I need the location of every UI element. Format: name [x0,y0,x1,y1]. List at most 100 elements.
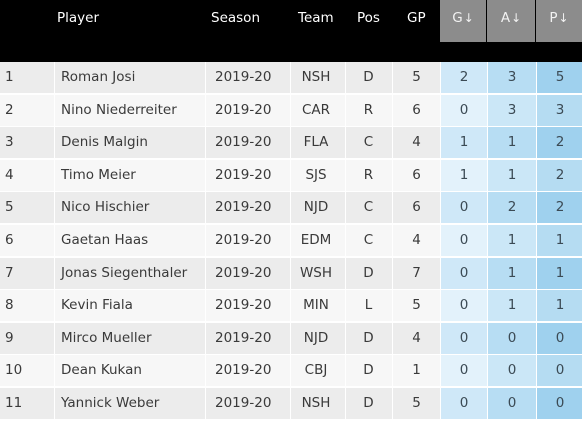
goals-cell: 0 [440,192,487,223]
games-played-cell: 7 [392,258,440,289]
rank-cell: 1 [5,69,14,85]
team-cell: SJS [290,160,341,191]
season-cell: 2019-20 [205,160,295,191]
player-name-cell: Gaetan Haas [54,225,211,256]
column-header-points[interactable]: P↓ [536,0,582,42]
team-cell: FLA [290,127,341,158]
player-name-cell: Dean Kukan [54,355,211,386]
assists-cell: 1 [487,290,536,321]
rank-cell: 3 [5,134,14,150]
team-cell: MIN [290,290,341,321]
assists-cell: 0 [487,323,536,354]
team-cell: NJD [290,323,341,354]
table-row[interactable]: 6 Gaetan Haas 2019-20 EDM C 4 0 1 1 [0,225,582,257]
table-row[interactable]: 2 Nino Niederreiter 2019-20 CAR R 6 0 3 3 [0,95,582,127]
column-header-season[interactable]: Season [211,10,260,26]
table-row[interactable]: 7 Jonas Siegenthaler 2019-20 WSH D 7 0 1 1 [0,258,582,290]
assists-header-label: A [500,10,511,26]
position-cell: D [345,258,391,289]
table-row[interactable]: 9 Mirco Mueller 2019-20 NJD D 4 0 0 0 [0,323,582,355]
column-header-gp[interactable]: GP [407,10,426,26]
rank-cell: 6 [5,232,14,248]
games-played-cell: 4 [392,323,440,354]
rank-cell: 8 [5,297,14,313]
rank-cell: 7 [5,265,14,281]
goals-cell: 1 [440,160,487,191]
rank-cell: 2 [5,102,14,118]
position-cell: C [345,127,391,158]
season-cell: 2019-20 [205,258,295,289]
table-row[interactable]: 3 Denis Malgin 2019-20 FLA C 4 1 1 2 [0,127,582,159]
position-cell: C [345,225,391,256]
goals-cell: 0 [440,225,487,256]
games-played-cell: 4 [392,127,440,158]
column-header-goals[interactable]: G↓ [440,0,486,42]
team-cell: EDM [290,225,341,256]
table-header: Player Season Team Pos GP G↓ A↓ P↓ [0,0,582,62]
column-header-player[interactable]: Player [57,10,100,26]
assists-cell: 0 [487,388,536,419]
player-name-cell: Nino Niederreiter [54,95,211,126]
games-played-cell: 6 [392,95,440,126]
column-header-pos[interactable]: Pos [357,10,380,26]
games-played-cell: 5 [392,62,440,93]
team-cell: CAR [290,95,341,126]
points-cell: 2 [536,192,582,223]
rank-cell: 9 [5,330,14,346]
games-played-cell: 4 [392,225,440,256]
table-row[interactable]: 10 Dean Kukan 2019-20 CBJ D 1 0 0 0 [0,355,582,387]
position-cell: R [345,160,391,191]
position-cell: R [345,95,391,126]
goals-cell: 0 [440,388,487,419]
team-cell: NSH [290,62,341,93]
position-cell: C [345,192,391,223]
player-name-cell: Nico Hischier [54,192,211,223]
goals-cell: 0 [440,95,487,126]
player-name-cell: Kevin Fiala [54,290,211,321]
assists-cell: 3 [487,62,536,93]
assists-cell: 1 [487,225,536,256]
position-cell: L [345,290,391,321]
season-cell: 2019-20 [205,62,295,93]
goals-header-label: G [452,10,463,26]
games-played-cell: 1 [392,355,440,386]
player-name-cell: Roman Josi [54,62,211,93]
points-cell: 0 [536,323,582,354]
player-name-cell: Timo Meier [54,160,211,191]
assists-cell: 2 [487,192,536,223]
points-cell: 5 [536,62,582,93]
table-row[interactable]: 11 Yannick Weber 2019-20 NSH D 5 0 0 0 [0,388,582,420]
position-cell: D [345,388,391,419]
column-header-assists[interactable]: A↓ [487,0,535,42]
goals-cell: 0 [440,355,487,386]
games-played-cell: 5 [392,388,440,419]
sort-arrow-icon: ↓ [511,11,522,25]
rank-cell: 4 [5,167,14,183]
season-cell: 2019-20 [205,95,295,126]
points-cell: 1 [536,290,582,321]
points-cell: 2 [536,127,582,158]
table-row[interactable]: 4 Timo Meier 2019-20 SJS R 6 1 1 2 [0,160,582,192]
column-header-team[interactable]: Team [298,10,334,26]
assists-cell: 1 [487,127,536,158]
table-row[interactable]: 8 Kevin Fiala 2019-20 MIN L 5 0 1 1 [0,290,582,322]
goals-cell: 0 [440,258,487,289]
rank-cell: 10 [5,362,23,378]
points-cell: 2 [536,160,582,191]
rank-cell: 11 [5,395,23,411]
season-cell: 2019-20 [205,323,295,354]
player-name-cell: Denis Malgin [54,127,211,158]
goals-cell: 1 [440,127,487,158]
goals-cell: 0 [440,290,487,321]
sort-arrow-icon: ↓ [463,11,474,25]
team-cell: CBJ [290,355,341,386]
games-played-cell: 5 [392,290,440,321]
table-row[interactable]: 5 Nico Hischier 2019-20 NJD C 6 0 2 2 [0,192,582,224]
team-cell: WSH [290,258,341,289]
goals-cell: 0 [440,323,487,354]
season-cell: 2019-20 [205,355,295,386]
season-cell: 2019-20 [205,225,295,256]
player-name-cell: Mirco Mueller [54,323,211,354]
points-cell: 1 [536,225,582,256]
table-row[interactable]: 1 Roman Josi 2019-20 NSH D 5 2 3 5 [0,62,582,94]
